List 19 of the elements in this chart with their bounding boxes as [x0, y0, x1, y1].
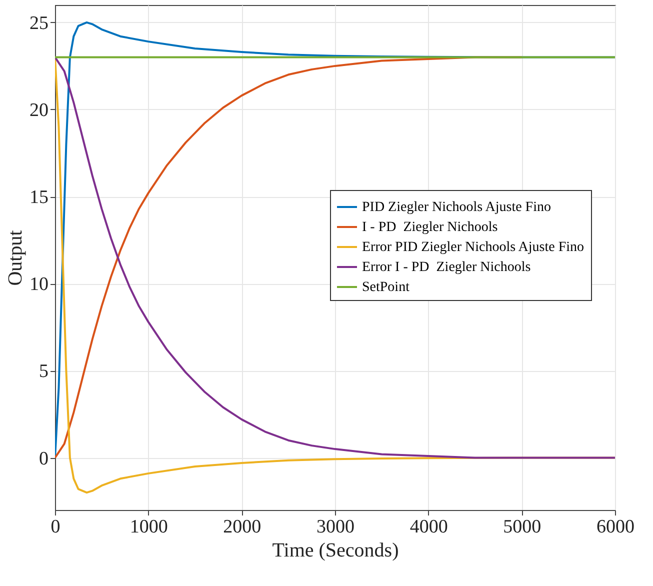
legend-label: I - PD Ziegler Nichools — [362, 220, 498, 235]
y-tick-label: 20 — [30, 100, 48, 121]
x-tick-label: 6000 — [596, 516, 634, 538]
y-tick-label: 25 — [30, 12, 48, 34]
x-tick-label: 1000 — [130, 516, 168, 538]
x-tick-label: 4000 — [410, 516, 448, 538]
x-tick-label: 3000 — [316, 516, 354, 538]
x-tick-label: 2000 — [223, 516, 262, 538]
y-tick-label: 15 — [30, 187, 48, 208]
y-tick-label: 5 — [39, 361, 48, 382]
legend-label: PID Ziegler Nichools Ajuste Fino — [362, 200, 551, 215]
x-axis-title: Time (Seconds) — [272, 540, 399, 562]
x-tick-label: 5000 — [503, 516, 542, 538]
y-tick-label: 0 — [39, 448, 48, 470]
legend-label: Error PID Ziegler Nichools Ajuste Fino — [362, 240, 584, 255]
y-tick-label: 10 — [30, 274, 48, 296]
y-axis-title: Output — [4, 230, 26, 286]
legend-label: Error I - PD Ziegler Nichools — [362, 260, 531, 275]
legend-label: SetPoint — [362, 280, 410, 295]
